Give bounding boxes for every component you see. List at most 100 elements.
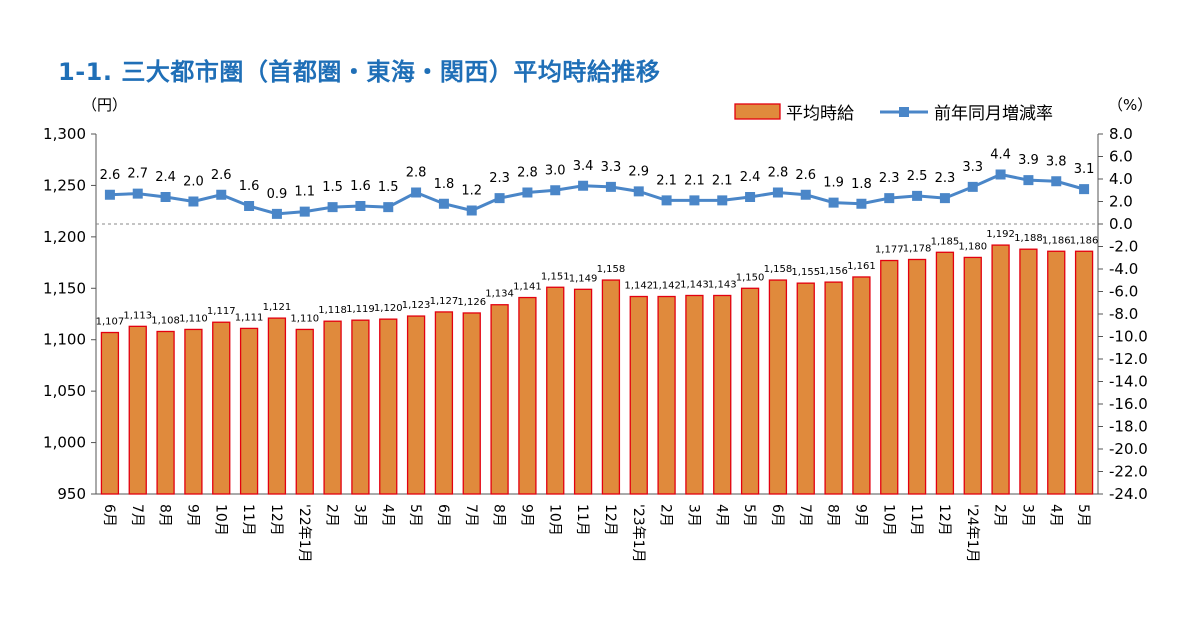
bar xyxy=(351,319,370,495)
bar xyxy=(100,331,120,495)
rate-marker xyxy=(1079,184,1090,195)
rate-value-label: 1.8 xyxy=(851,177,872,192)
rate-marker xyxy=(244,201,255,211)
x-tick-label: 9月 xyxy=(852,504,868,527)
x-tick-label: 4月 xyxy=(713,504,729,527)
rate-marker xyxy=(967,181,978,192)
rate-marker xyxy=(327,202,338,213)
bar xyxy=(1019,248,1038,495)
rate-value-label: 2.0 xyxy=(183,175,204,190)
bar-value-label: 1,121 xyxy=(263,302,292,313)
left-tick-label: 1,050 xyxy=(43,382,86,400)
bar-value-label: 1,117 xyxy=(207,306,236,317)
rate-value-label: 2.4 xyxy=(155,170,176,185)
rate-marker xyxy=(271,208,282,219)
rate-marker xyxy=(939,193,950,204)
bar-value-label: 1,178 xyxy=(903,243,932,254)
x-tick-label: 12月 xyxy=(602,504,618,536)
left-tick-label: 1,200 xyxy=(43,228,86,246)
bar-value-label: 1,186 xyxy=(1042,235,1071,246)
bar xyxy=(239,327,259,495)
rate-marker xyxy=(689,195,700,206)
rate-marker xyxy=(633,186,644,197)
rate-marker xyxy=(355,201,366,211)
left-tick-label: 1,250 xyxy=(43,176,86,194)
bar xyxy=(935,251,955,495)
rate-marker xyxy=(132,188,143,199)
rate-value-label: 2.1 xyxy=(656,173,677,188)
right-tick-label: 4.0 xyxy=(1109,170,1133,188)
x-tick-label: 10月 xyxy=(880,504,896,536)
x-tick-label: 2月 xyxy=(658,504,674,527)
rate-marker xyxy=(411,187,422,198)
bar xyxy=(1074,250,1094,495)
bar-value-label: 1,110 xyxy=(179,313,208,324)
right-tick-label: 0.0 xyxy=(1109,215,1133,233)
bar xyxy=(406,315,426,495)
rate-marker xyxy=(299,206,310,217)
right-tick-label: -22.0 xyxy=(1109,463,1148,481)
rate-marker xyxy=(912,190,923,201)
bar xyxy=(880,259,899,495)
x-tick-label: 7月 xyxy=(463,504,479,527)
rate-value-label: 2.3 xyxy=(489,171,510,186)
right-tick-label: -24.0 xyxy=(1109,485,1148,503)
bar-value-label: 1,142 xyxy=(652,281,681,292)
rate-marker xyxy=(800,189,811,200)
rate-value-label: 3.1 xyxy=(1074,162,1095,177)
rate-value-label: 2.8 xyxy=(517,166,538,181)
x-tick-label: 10月 xyxy=(546,504,562,536)
bar-value-label: 1,156 xyxy=(819,266,848,277)
bar xyxy=(768,279,788,495)
bar-value-label: 1,119 xyxy=(346,304,375,315)
rate-value-label: 2.4 xyxy=(740,170,761,185)
rate-value-label: 4.4 xyxy=(990,148,1011,163)
rate-value-label: 1.8 xyxy=(434,177,455,192)
bar xyxy=(907,258,927,495)
rate-value-label: 3.8 xyxy=(1046,154,1067,169)
bar-value-label: 1,110 xyxy=(290,313,319,324)
x-tick-label: 11月 xyxy=(574,504,590,536)
bar-value-label: 1,118 xyxy=(318,305,347,316)
x-tick-label: 7月 xyxy=(129,504,145,527)
chart-title: 1-1. 三大都市圏（首都圏・東海・関西）平均時給推移 xyxy=(58,58,661,86)
bar xyxy=(462,312,481,495)
rate-value-label: 3.3 xyxy=(962,160,983,175)
x-tick-label: 8月 xyxy=(825,504,841,527)
rate-marker xyxy=(1023,175,1034,186)
left-tick-label: 1,100 xyxy=(43,331,86,349)
x-tick-label: 3月 xyxy=(1019,504,1035,527)
rate-marker xyxy=(1051,176,1062,187)
x-tick-label: 6月 xyxy=(435,504,451,527)
bar xyxy=(184,328,203,495)
rate-value-label: 2.3 xyxy=(935,171,956,186)
bar xyxy=(379,318,398,495)
right-tick-label: 6.0 xyxy=(1109,148,1133,166)
rate-marker xyxy=(745,192,756,202)
bar xyxy=(601,279,621,495)
rate-value-label: 2.6 xyxy=(211,168,232,183)
x-tick-label: 4月 xyxy=(379,504,395,527)
bar-value-label: 1,161 xyxy=(847,261,876,272)
bar xyxy=(685,294,704,495)
x-tick-label: 7月 xyxy=(797,504,813,527)
bar-value-label: 1,192 xyxy=(986,229,1015,240)
right-tick-label: -16.0 xyxy=(1109,395,1148,413)
bar-value-label: 1,186 xyxy=(1070,235,1099,246)
legend-bar-swatch xyxy=(734,103,781,120)
x-tick-label: '23年1月 xyxy=(630,504,646,563)
bar-value-label: 1,126 xyxy=(457,297,486,308)
rate-value-label: 3.3 xyxy=(601,160,622,175)
bar-value-label: 1,113 xyxy=(123,310,152,321)
rate-marker xyxy=(466,205,477,216)
x-tick-label: 12月 xyxy=(936,504,952,536)
bar xyxy=(573,288,593,495)
bar-value-label: 1,107 xyxy=(96,317,125,328)
bar xyxy=(267,317,287,495)
bar xyxy=(629,295,648,495)
bar-value-label: 1,177 xyxy=(875,245,904,256)
rate-marker xyxy=(160,192,171,202)
rate-value-label: 3.4 xyxy=(573,159,594,174)
rate-marker xyxy=(884,193,895,204)
bar xyxy=(212,321,231,495)
